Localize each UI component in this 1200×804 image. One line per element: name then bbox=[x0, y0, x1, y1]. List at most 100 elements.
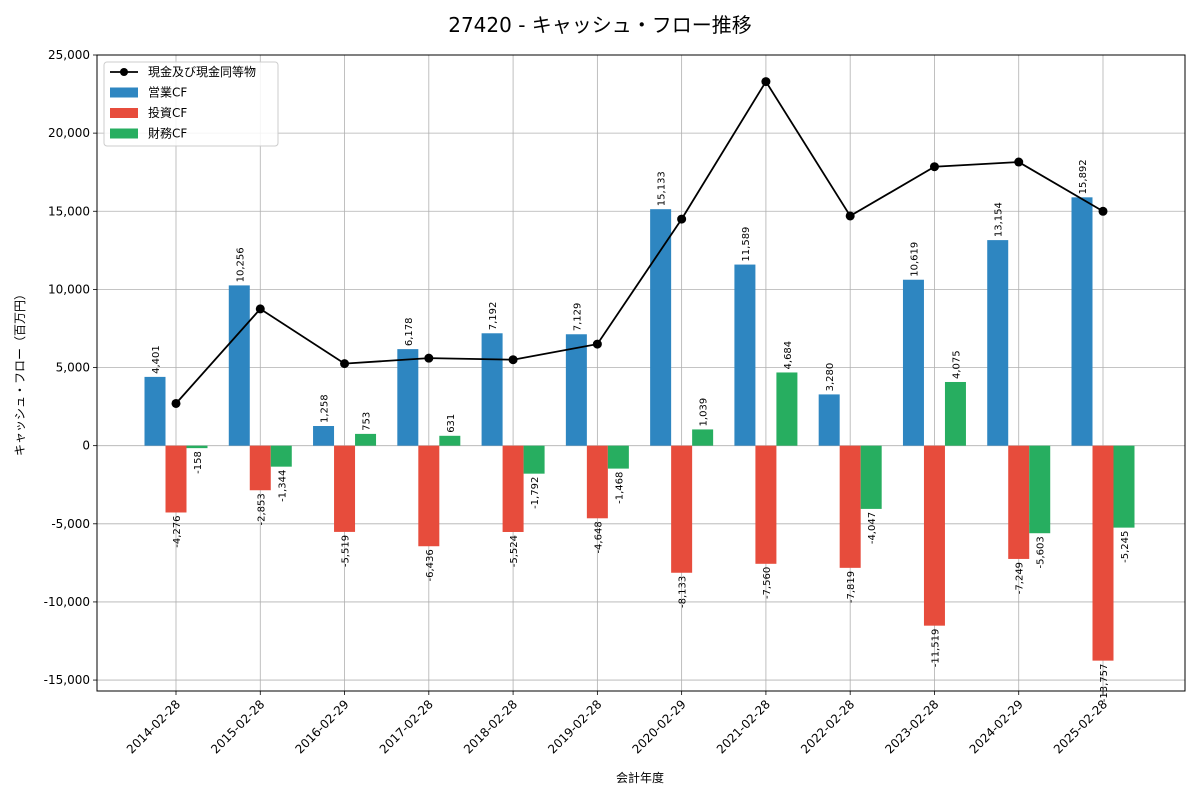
axes-layer: -15,000 -10,000 -5,000 0 5,000 10,000 15,000 20… bbox=[44, 48, 1186, 756]
bar-value-label: -5,603 bbox=[1036, 536, 1047, 568]
plot-frame bbox=[96, 54, 1186, 692]
cash-line-point bbox=[677, 214, 687, 224]
bar bbox=[692, 429, 714, 446]
bar-value-label: 631 bbox=[446, 414, 457, 433]
cash-line-point bbox=[1014, 157, 1024, 167]
bar-value-label: 4,684 bbox=[783, 341, 794, 370]
bar bbox=[607, 445, 629, 469]
x-tick-label: 2024-02-29 bbox=[967, 697, 1026, 756]
bar-value-label: -5,519 bbox=[341, 535, 352, 567]
bar bbox=[502, 445, 524, 532]
legend-box bbox=[103, 61, 279, 147]
y-tick-label: 0 bbox=[82, 439, 90, 453]
bar bbox=[397, 349, 419, 446]
bar-value-label: -11,519 bbox=[930, 629, 941, 668]
bar bbox=[1113, 445, 1135, 528]
cash-line-point bbox=[340, 359, 350, 369]
cash-line bbox=[175, 79, 1104, 405]
bar bbox=[650, 209, 672, 446]
bar bbox=[270, 445, 292, 467]
cash-line-point bbox=[592, 339, 602, 349]
bar bbox=[418, 445, 440, 547]
bar-value-label: -158 bbox=[193, 451, 204, 474]
bar bbox=[165, 445, 187, 513]
bar-value-label: 15,892 bbox=[1078, 159, 1089, 194]
legend-label: 現金及び現金同等物 bbox=[148, 64, 256, 79]
chart-title: 27420 - キャッシュ・フロー推移 bbox=[448, 13, 752, 37]
legend-bar-swatch bbox=[110, 87, 138, 98]
data-labels-layer: 4,401 10,256 1,258 6,178 7,192 7,129 15,133 11,… bbox=[151, 159, 1131, 702]
bar bbox=[313, 426, 335, 446]
bar-value-label: -1,344 bbox=[277, 470, 288, 502]
x-tick-label: 2015-02-28 bbox=[208, 697, 267, 756]
bar bbox=[186, 445, 208, 449]
bar bbox=[228, 285, 250, 446]
legend-label: 財務CF bbox=[148, 126, 187, 141]
y-tick-label: -10,000 bbox=[44, 595, 90, 609]
cash-line-point bbox=[171, 398, 181, 408]
bar-value-label: 4,075 bbox=[951, 350, 962, 379]
bar bbox=[671, 445, 693, 573]
x-axis-label: 会計年度 bbox=[616, 770, 664, 785]
bar bbox=[734, 264, 756, 446]
bar bbox=[818, 394, 840, 446]
legend-bar-swatch bbox=[110, 128, 138, 139]
cash-line-point bbox=[761, 77, 771, 87]
bar bbox=[860, 445, 882, 509]
cash-line-point bbox=[1098, 206, 1108, 216]
bar bbox=[1092, 445, 1114, 661]
bar-value-label: -4,648 bbox=[593, 521, 604, 553]
bar-value-label: 15,133 bbox=[657, 171, 668, 206]
cash-line-point bbox=[929, 162, 939, 172]
bar bbox=[1071, 197, 1093, 446]
bar-value-label: -2,853 bbox=[256, 493, 267, 525]
cash-line-point bbox=[508, 355, 518, 365]
x-tick-label: 2017-02-28 bbox=[377, 697, 436, 756]
bar bbox=[902, 279, 924, 446]
bar bbox=[923, 445, 945, 626]
cash-line-point bbox=[255, 304, 265, 314]
bar bbox=[755, 445, 777, 564]
y-tick-label: -15,000 bbox=[44, 673, 90, 687]
bar-value-label: 3,280 bbox=[825, 363, 836, 392]
bar-value-label: 1,258 bbox=[320, 394, 331, 423]
x-tick-label: 2018-02-28 bbox=[461, 697, 520, 756]
bar-value-label: -1,468 bbox=[614, 472, 625, 504]
y-tick-label: 20,000 bbox=[48, 126, 90, 140]
bar bbox=[144, 376, 166, 446]
x-tick-label: 2025-02-28 bbox=[1051, 697, 1110, 756]
y-tick-label: 5,000 bbox=[56, 361, 90, 375]
bar-value-label: -5,524 bbox=[509, 535, 520, 567]
bar-value-label: -4,276 bbox=[172, 515, 183, 547]
bar-value-label: -8,133 bbox=[678, 576, 689, 608]
x-tick-label: 2014-02-28 bbox=[124, 697, 183, 756]
grid-layer bbox=[97, 54, 1185, 691]
bar bbox=[586, 445, 608, 519]
bar-value-label: -6,436 bbox=[425, 549, 436, 581]
cash-line-point bbox=[845, 211, 855, 221]
x-tick-label: 2019-02-28 bbox=[545, 697, 604, 756]
bar bbox=[1029, 445, 1051, 534]
bar bbox=[776, 372, 798, 446]
legend-label: 営業CF bbox=[148, 86, 187, 100]
bar-value-label: 7,192 bbox=[488, 302, 499, 331]
bar bbox=[355, 433, 377, 446]
bar bbox=[334, 445, 356, 532]
x-tick-label: 2020-02-29 bbox=[630, 697, 689, 756]
bar-value-label: -7,560 bbox=[762, 567, 773, 599]
bars-layer bbox=[144, 197, 1135, 661]
cash-line-point bbox=[424, 353, 434, 363]
bar-value-label: -4,047 bbox=[867, 512, 878, 544]
bar-value-label: 10,256 bbox=[235, 247, 246, 282]
x-tick-label: 2023-02-28 bbox=[882, 697, 941, 756]
bar-value-label: 4,401 bbox=[151, 345, 162, 374]
bar-value-label: 6,178 bbox=[404, 317, 415, 346]
bar bbox=[439, 435, 461, 446]
y-tick-label: 10,000 bbox=[48, 282, 90, 296]
line-layer bbox=[171, 77, 1108, 408]
x-tick-label: 2022-02-28 bbox=[798, 697, 857, 756]
bar bbox=[987, 240, 1009, 446]
